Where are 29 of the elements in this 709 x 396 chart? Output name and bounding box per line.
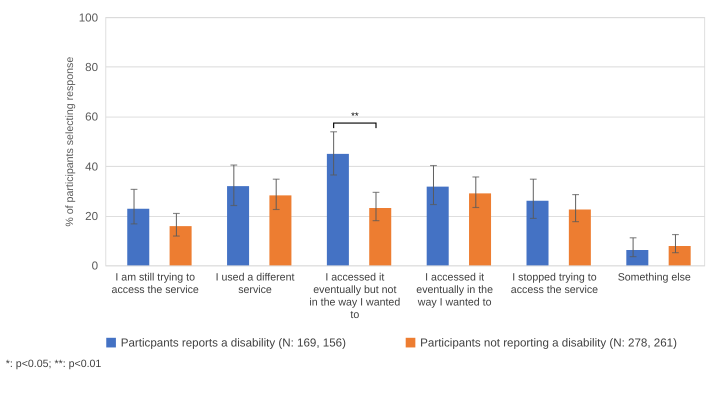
- bar: [269, 195, 292, 266]
- bar: [227, 186, 250, 266]
- y-axis-title: % of participants selecting response: [64, 56, 76, 227]
- bar: [668, 246, 691, 266]
- x-tick-label: I accessed it eventually in the way I wanted to: [416, 271, 494, 308]
- y-tick-label: 80: [85, 62, 98, 74]
- text: *: p<0.05; **: p<0.01: [6, 358, 102, 370]
- x-tick-label: I used a different service: [216, 271, 294, 296]
- x-tick-label: I stopped trying to access the service: [510, 271, 598, 296]
- legend-label: Participants not reporting a disability (N: 278, 261): [420, 337, 678, 350]
- bar: [526, 200, 549, 266]
- bar: [326, 154, 349, 266]
- y-tick-label: 40: [85, 161, 98, 174]
- bar: [426, 186, 449, 266]
- annotation: **: [351, 111, 359, 122]
- bar: [170, 226, 192, 266]
- legend-label: Particpants reports a disability (N: 169, 156): [120, 337, 346, 350]
- x-tick-label: Something else: [618, 271, 691, 284]
- y-tick-label: 20: [85, 211, 98, 224]
- x-tick-label: I accessed it eventually but not in the way I wanted to: [309, 271, 400, 321]
- bar: [127, 208, 150, 266]
- y-tick-label: 100: [78, 12, 98, 24]
- x-tick-label: I am still trying to access the service: [112, 271, 199, 296]
- bar: [626, 250, 648, 266]
- y-tick-label: 0: [92, 260, 98, 273]
- bar: [369, 208, 392, 266]
- bar: [469, 193, 492, 266]
- bar: [568, 209, 591, 266]
- y-tick-label: 60: [85, 112, 98, 124]
